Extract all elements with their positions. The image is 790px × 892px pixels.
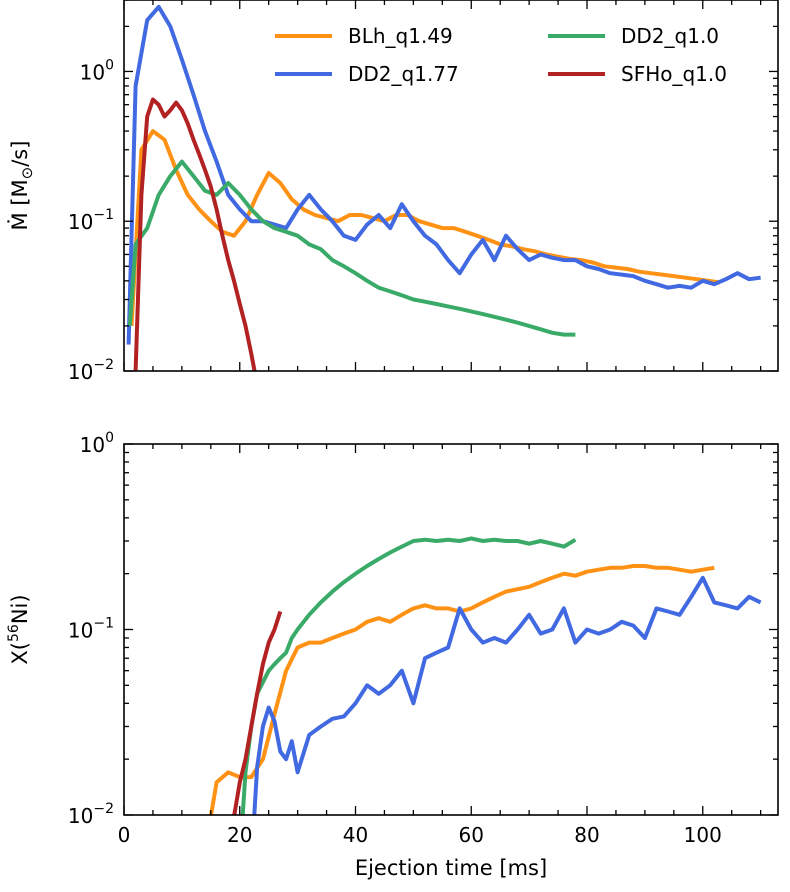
legend-label-sfho-q1-0: SFHo_q1.0 (621, 62, 727, 86)
legend-label-dd2-q1-0: DD2_q1.0 (621, 24, 719, 48)
series-line-dd2-q1-77 (126, 4, 761, 345)
series-line-dd2-q1-77 (252, 575, 762, 815)
y-axis-label: Ṁ [M⊙/s] (7, 141, 36, 231)
y-tick-label: 100 (80, 57, 114, 84)
y-tick-label: 10−1 (68, 207, 114, 234)
axes-frame (123, 443, 779, 816)
mass-ejection-rate-panel: 100 10−1 10−2 Ṁ [M⊙/s] BLh_q1.49 DD2_q1.77 DD2… (7, 0, 779, 384)
y-tick-label: 100 (80, 430, 114, 457)
legend-label-blh-q1-49: BLh_q1.49 (348, 24, 453, 48)
nickel-fraction-panel: 100 10−1 10−20 20 40 60 80 100 Ejection time [ms… (6, 430, 779, 880)
x-tick-label: 40 (343, 823, 368, 847)
series-line-sfho-q1-0 (133, 97, 257, 371)
axes-frame (123, 0, 779, 372)
y-axis-label: X(56Ni) (6, 594, 32, 664)
x-tick-label: 80 (574, 823, 599, 847)
x-tick-label: 60 (459, 823, 484, 847)
x-axis-label: Ejection time [ms] (355, 856, 547, 880)
x-tick-label: 0 (118, 823, 131, 847)
series-line-sfho-q1-0 (232, 610, 283, 815)
x-tick-label: 20 (227, 823, 252, 847)
y-tick-label: 10−2 (68, 801, 114, 828)
y-tick-label: 10−1 (68, 616, 114, 643)
series-line-dd2-q1-0 (240, 536, 577, 815)
series-line-dd2-q1-0 (127, 159, 576, 337)
legend-label-dd2-q1-77: DD2_q1.77 (348, 62, 459, 86)
series-line-blh-q1-49 (129, 129, 721, 327)
x-tick-label: 100 (684, 823, 722, 847)
legend: BLh_q1.49 DD2_q1.77 DD2_q1.0 SFHo_q1.0 (275, 24, 727, 86)
series-line-blh-q1-49 (209, 564, 715, 815)
y-tick-label: 10−2 (68, 357, 114, 384)
